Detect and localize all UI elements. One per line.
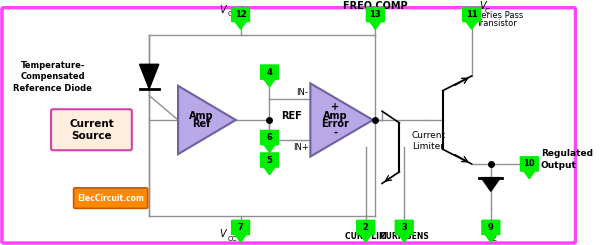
- Polygon shape: [481, 178, 500, 191]
- Text: +: +: [331, 102, 340, 112]
- Text: Error: Error: [322, 119, 349, 129]
- Polygon shape: [370, 21, 381, 29]
- Text: CC: CC: [227, 12, 236, 17]
- Text: REF: REF: [281, 111, 302, 121]
- Text: Output: Output: [541, 161, 577, 170]
- Polygon shape: [310, 83, 373, 157]
- Text: V: V: [220, 229, 226, 239]
- Text: -: -: [237, 229, 240, 239]
- Text: Amp: Amp: [323, 110, 348, 121]
- Polygon shape: [178, 86, 236, 154]
- Text: 12: 12: [235, 10, 247, 19]
- Text: 4: 4: [266, 68, 272, 77]
- FancyBboxPatch shape: [231, 220, 250, 235]
- Polygon shape: [398, 234, 410, 242]
- Text: 13: 13: [370, 10, 381, 19]
- Text: Ref: Ref: [192, 119, 211, 129]
- Text: CURR LIM: CURR LIM: [345, 232, 386, 241]
- Text: 10: 10: [524, 159, 535, 168]
- Text: 6: 6: [266, 133, 272, 142]
- FancyBboxPatch shape: [51, 109, 132, 150]
- FancyBboxPatch shape: [481, 220, 500, 235]
- Text: Limiter: Limiter: [412, 142, 444, 151]
- FancyBboxPatch shape: [260, 152, 279, 168]
- Text: C: C: [485, 8, 490, 13]
- FancyBboxPatch shape: [520, 156, 539, 172]
- Text: CC: CC: [227, 236, 236, 242]
- FancyBboxPatch shape: [74, 188, 148, 208]
- Text: V: V: [220, 4, 226, 14]
- Polygon shape: [140, 64, 159, 89]
- FancyBboxPatch shape: [2, 8, 575, 243]
- Polygon shape: [524, 171, 535, 179]
- FancyBboxPatch shape: [260, 130, 279, 145]
- Text: IN-: IN-: [296, 87, 308, 97]
- Text: IN+: IN+: [293, 143, 308, 152]
- Text: Current
Source: Current Source: [69, 119, 114, 141]
- Text: V: V: [479, 1, 486, 11]
- Text: 5: 5: [266, 156, 272, 165]
- Polygon shape: [264, 144, 275, 152]
- Text: -: -: [334, 128, 337, 138]
- Text: Z: Z: [492, 236, 497, 242]
- Text: Transistor: Transistor: [476, 19, 517, 28]
- Text: Amp: Amp: [189, 110, 214, 121]
- Text: +: +: [237, 4, 245, 14]
- Text: V: V: [486, 229, 493, 239]
- Text: Regulated: Regulated: [541, 149, 593, 158]
- Text: 3: 3: [401, 223, 407, 232]
- Polygon shape: [264, 167, 275, 175]
- FancyBboxPatch shape: [462, 7, 481, 22]
- FancyBboxPatch shape: [231, 7, 250, 22]
- FancyBboxPatch shape: [356, 220, 376, 235]
- Text: Series Pass: Series Pass: [476, 11, 524, 20]
- Text: 11: 11: [466, 10, 478, 19]
- Text: 9: 9: [488, 223, 494, 232]
- Text: CURR SENS: CURR SENS: [380, 232, 428, 241]
- Text: 7: 7: [238, 223, 244, 232]
- Polygon shape: [235, 21, 247, 29]
- FancyBboxPatch shape: [395, 220, 414, 235]
- Text: Temperature-
Compensated
Reference Diode: Temperature- Compensated Reference Diode: [13, 61, 92, 93]
- Text: ElecCircuit.com: ElecCircuit.com: [77, 194, 144, 203]
- Text: FREQ COMP: FREQ COMP: [343, 1, 407, 11]
- Text: 2: 2: [363, 223, 368, 232]
- Polygon shape: [485, 234, 497, 242]
- Polygon shape: [360, 234, 371, 242]
- Polygon shape: [264, 79, 275, 87]
- FancyBboxPatch shape: [366, 7, 385, 22]
- Polygon shape: [466, 21, 478, 29]
- FancyBboxPatch shape: [260, 64, 279, 80]
- Polygon shape: [235, 234, 247, 242]
- Text: Current: Current: [411, 131, 445, 140]
